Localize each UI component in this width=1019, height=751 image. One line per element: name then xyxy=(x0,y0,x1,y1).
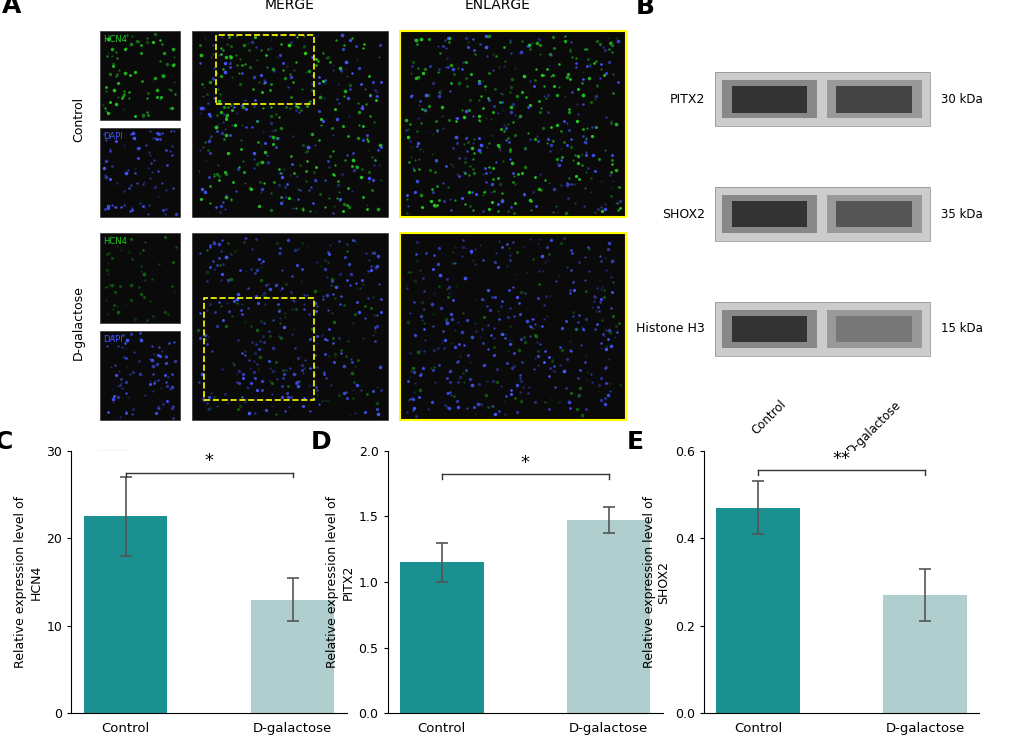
Bar xyxy=(204,298,314,400)
Bar xyxy=(714,302,929,356)
Bar xyxy=(836,86,911,113)
Bar xyxy=(216,35,314,104)
Bar xyxy=(251,599,334,713)
Text: 30 kDa: 30 kDa xyxy=(940,92,981,106)
Y-axis label: Relative expression level of
HCN4: Relative expression level of HCN4 xyxy=(14,496,43,668)
Text: ENLARGE: ENLARGE xyxy=(465,0,530,12)
Text: DAPI: DAPI xyxy=(103,335,122,344)
Bar xyxy=(836,201,911,228)
Bar xyxy=(192,31,387,217)
Text: Control: Control xyxy=(72,98,85,143)
Text: Histone H3: Histone H3 xyxy=(636,322,704,336)
Bar xyxy=(100,128,179,217)
Bar xyxy=(721,309,816,348)
Text: Control: Control xyxy=(749,398,789,437)
Text: HCN4: HCN4 xyxy=(103,35,126,44)
Bar xyxy=(731,315,806,342)
Text: C: C xyxy=(0,430,12,454)
Bar xyxy=(826,309,921,348)
Bar xyxy=(100,234,179,323)
Text: PITX2: PITX2 xyxy=(668,92,704,106)
Text: 15 kDa: 15 kDa xyxy=(940,322,981,336)
Bar xyxy=(399,31,626,217)
Bar xyxy=(399,31,626,217)
Bar xyxy=(731,201,806,228)
Bar xyxy=(731,86,806,113)
Bar xyxy=(100,330,179,420)
Bar xyxy=(836,315,911,342)
Bar xyxy=(714,72,929,126)
Text: D-galactose: D-galactose xyxy=(844,398,903,457)
Bar xyxy=(714,187,929,241)
Text: SHOX2: SHOX2 xyxy=(661,207,704,221)
Text: D-galactose: D-galactose xyxy=(72,285,85,360)
Bar xyxy=(826,80,921,118)
Bar xyxy=(192,234,387,420)
Text: *: * xyxy=(205,452,213,470)
Text: *: * xyxy=(521,454,529,472)
Text: A: A xyxy=(2,0,21,19)
Bar xyxy=(399,562,483,713)
Y-axis label: Relative expression level of
PITX2: Relative expression level of PITX2 xyxy=(326,496,354,668)
Bar xyxy=(826,195,921,233)
Bar xyxy=(721,80,816,118)
Text: B: B xyxy=(635,0,654,19)
Text: DAPI: DAPI xyxy=(103,132,122,141)
Text: **: ** xyxy=(832,450,850,468)
Bar xyxy=(100,31,179,120)
Text: 35 kDa: 35 kDa xyxy=(940,207,981,221)
Bar xyxy=(882,595,966,713)
Bar xyxy=(714,302,929,356)
Text: D: D xyxy=(310,430,331,454)
Bar xyxy=(567,520,650,713)
Text: 100 μm: 100 μm xyxy=(100,465,143,475)
Bar xyxy=(399,234,626,420)
Text: E: E xyxy=(626,430,643,454)
Y-axis label: Relative expression level of
SHOX2: Relative expression level of SHOX2 xyxy=(642,496,669,668)
Text: MERGE: MERGE xyxy=(265,0,314,12)
Text: HCN4: HCN4 xyxy=(103,237,126,246)
Bar xyxy=(84,517,167,713)
Bar xyxy=(721,195,816,233)
Bar xyxy=(714,72,929,126)
Bar xyxy=(399,234,626,420)
Bar xyxy=(715,508,799,713)
Bar xyxy=(714,187,929,241)
